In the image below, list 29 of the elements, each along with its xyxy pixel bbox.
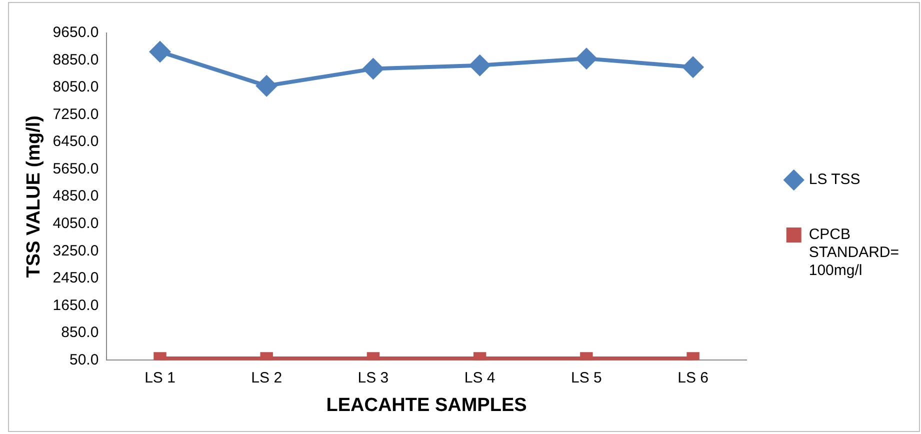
point bbox=[362, 58, 384, 80]
legend-label: CPCB STANDARD= 100mg/l bbox=[808, 226, 900, 280]
x-tick-label: LS 3 bbox=[358, 369, 389, 386]
legend-label: LS TSS bbox=[808, 171, 860, 188]
y-tick-label: 8050.0 bbox=[52, 78, 99, 96]
point bbox=[682, 56, 704, 78]
y-tick-label: 4850.0 bbox=[52, 188, 99, 205]
x-tick-label: LS 1 bbox=[144, 369, 176, 386]
y-tick-label: 50.0 bbox=[69, 351, 99, 368]
point bbox=[468, 54, 491, 76]
x-axis-title: LEACAHTE SAMPLES bbox=[326, 394, 527, 416]
x-tick-label: LS 2 bbox=[251, 369, 282, 386]
point bbox=[256, 74, 278, 97]
x-tick-label: LS 5 bbox=[571, 369, 602, 386]
point bbox=[575, 48, 598, 70]
y-tick-label: 4050.0 bbox=[52, 215, 99, 232]
y-tick-label: 7250.0 bbox=[52, 106, 99, 123]
y-tick-label: 3250.0 bbox=[52, 242, 99, 260]
x-tick-label: LS 6 bbox=[678, 369, 708, 386]
x-tick-label: LS 4 bbox=[464, 369, 496, 386]
y-tick-label: 5650.0 bbox=[52, 160, 99, 178]
y-axis-title: TSS VALUE (mg/l) bbox=[24, 115, 45, 278]
y-tick-label: 8850.0 bbox=[52, 51, 99, 68]
y-tick-label: 2450.0 bbox=[52, 270, 99, 287]
y-tick-label: 1650.0 bbox=[52, 296, 99, 314]
y-tick-label: 850.0 bbox=[61, 324, 99, 342]
y-tick-label: 9650.0 bbox=[52, 24, 99, 42]
point bbox=[148, 40, 171, 63]
y-tick-label: 6450.0 bbox=[52, 133, 99, 150]
